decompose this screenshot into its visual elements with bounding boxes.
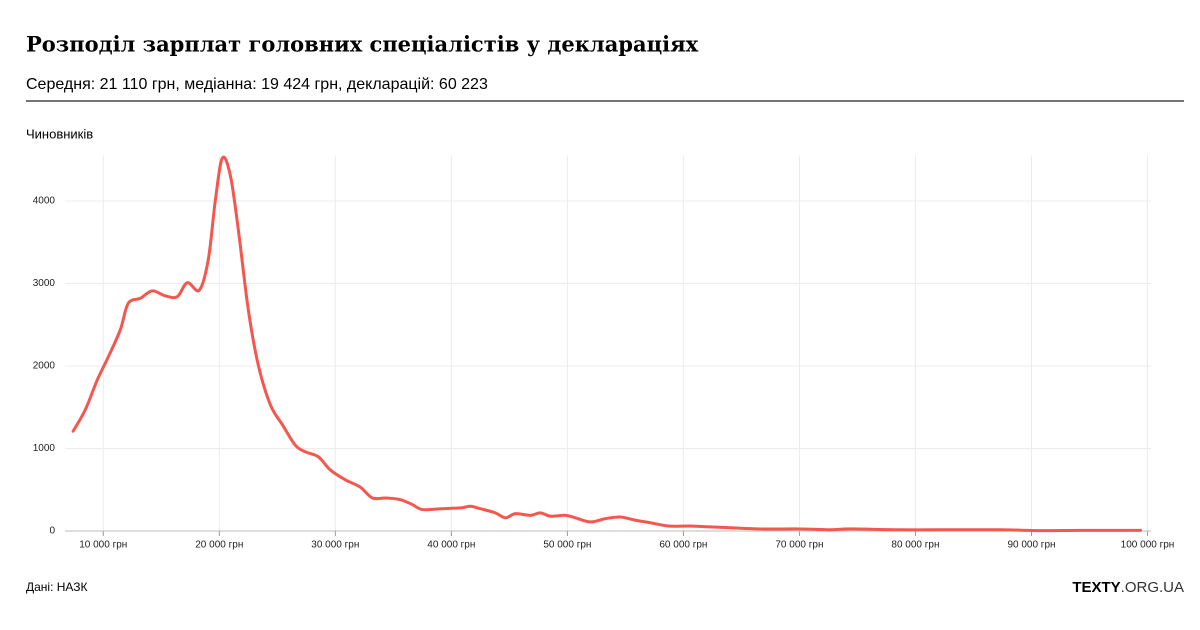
x-tick-label: 70 000 грн (775, 540, 823, 551)
x-tick-label: 60 000 грн (659, 540, 707, 551)
y-tick-label: 2000 (33, 361, 56, 372)
y-axis-label: Чиновників (26, 126, 93, 141)
y-tick-label: 1000 (33, 443, 56, 454)
y-tick-label: 0 (49, 526, 55, 537)
chart-title: Розподіл зарплат головних спеціалістів у… (26, 32, 699, 57)
x-tick-label: 80 000 грн (891, 540, 939, 551)
y-tick-label: 4000 (33, 196, 56, 207)
data-line (71, 155, 1143, 533)
brand-bold: TEXTY (1072, 579, 1120, 596)
x-tick-label: 10 000 грн (79, 540, 127, 551)
x-tick-label: 20 000 грн (195, 540, 243, 551)
x-tick-label: 30 000 грн (311, 540, 359, 551)
plot: 0 1000 2000 3000 4000 10 000 грн 20 000 грн 30 … (33, 155, 1175, 551)
x-tick-label: 100 000 грн (1121, 540, 1175, 551)
x-tick-label: 50 000 грн (543, 540, 591, 551)
source: Дані: НАЗК (26, 580, 88, 594)
x-tick-label: 40 000 грн (427, 540, 475, 551)
x-tick-label: 90 000 грн (1007, 540, 1055, 551)
chart-subtitle: Середня: 21 110 грн, медіанна: 19 424 гр… (26, 76, 488, 93)
brand-light: .ORG.UA (1121, 579, 1184, 596)
brand: TEXTY.ORG.UA (1072, 579, 1184, 596)
y-tick-label: 3000 (33, 278, 56, 289)
